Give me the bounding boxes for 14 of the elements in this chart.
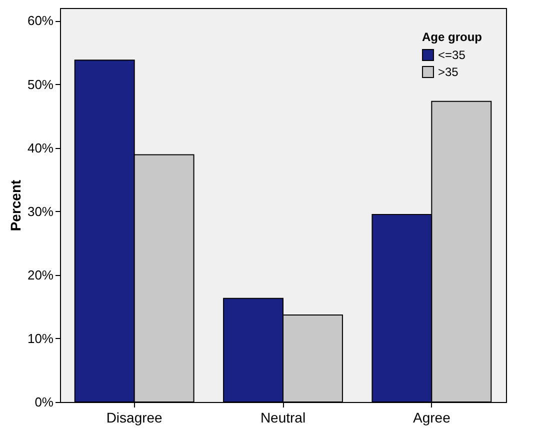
y-tick-label: 20% [27, 267, 54, 282]
y-tick-label: 50% [27, 76, 54, 92]
x-tick-label: Agree [412, 410, 451, 426]
legend-title: Age group [422, 30, 482, 44]
y-tick-label: 10% [27, 330, 54, 346]
legend-label: <=35 [438, 48, 466, 62]
y-tick-label: 60% [27, 13, 54, 28]
y-tick-label: 40% [27, 140, 54, 156]
legend-label: >35 [438, 65, 459, 79]
y-tick-label: 0% [34, 394, 54, 410]
y-axis-title: Percent [7, 179, 24, 232]
x-tick-label: Disagree [106, 410, 163, 426]
x-tick-label: Neutral [260, 410, 306, 426]
y-tick-label: 30% [27, 204, 54, 219]
